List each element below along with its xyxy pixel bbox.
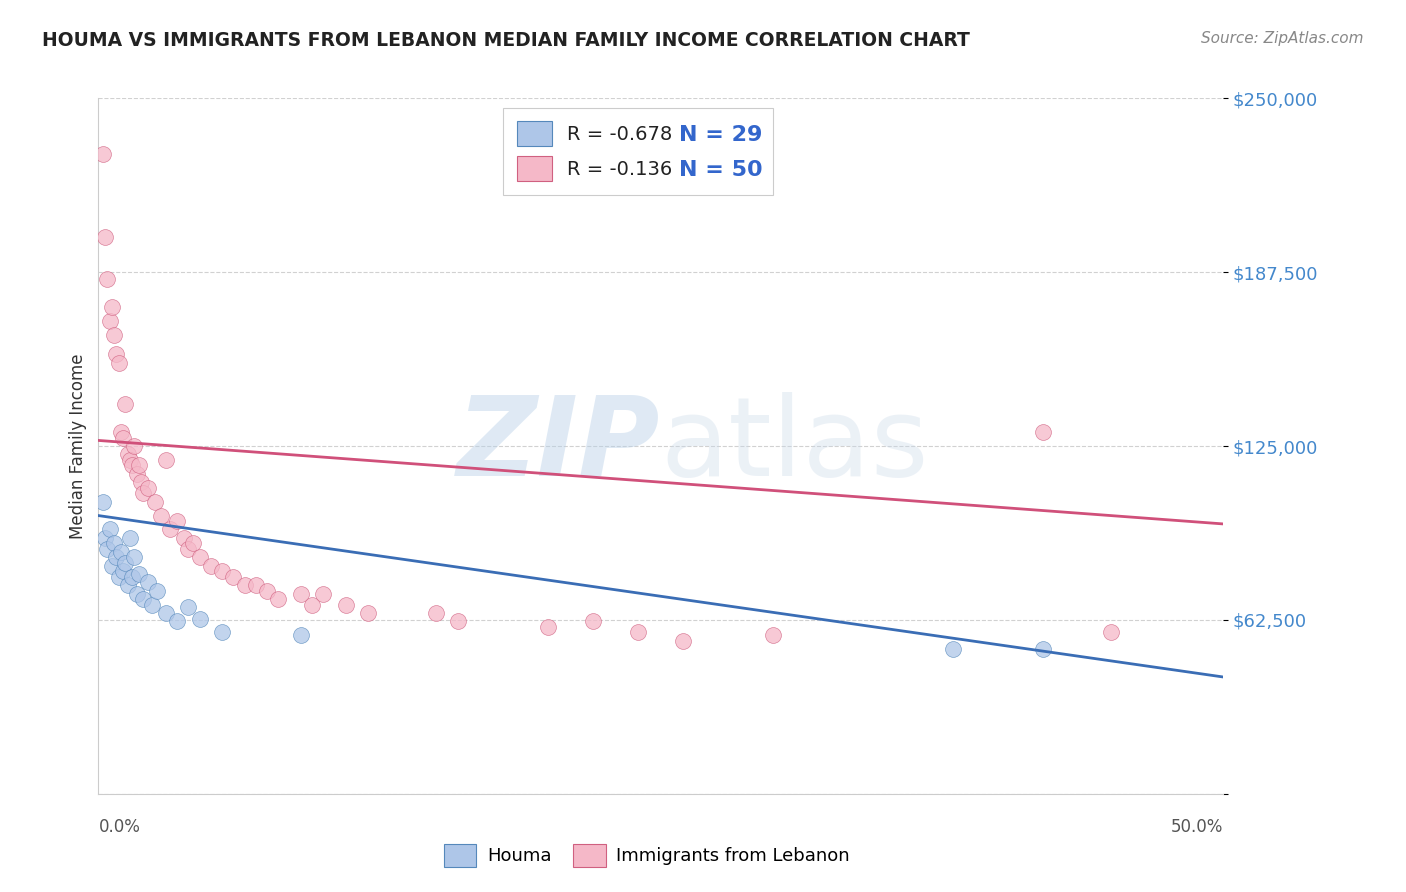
Point bbox=[91, 494, 114, 508]
Point bbox=[155, 453, 177, 467]
Point bbox=[118, 531, 141, 545]
Point bbox=[312, 586, 335, 600]
Text: atlas: atlas bbox=[661, 392, 929, 500]
Point bbox=[136, 481, 159, 495]
Point bbox=[121, 570, 143, 584]
Point bbox=[188, 550, 211, 565]
Point bbox=[132, 592, 155, 607]
Point bbox=[107, 570, 129, 584]
Point bbox=[132, 486, 155, 500]
Point bbox=[177, 541, 200, 556]
Y-axis label: Median Family Income: Median Family Income bbox=[69, 353, 87, 539]
Point bbox=[290, 586, 312, 600]
Point bbox=[1099, 625, 1122, 640]
Point bbox=[335, 598, 357, 612]
Point bbox=[121, 458, 143, 473]
Point bbox=[357, 606, 380, 620]
Point bbox=[114, 397, 136, 411]
Point bbox=[96, 541, 118, 556]
Point bbox=[166, 514, 188, 528]
Point bbox=[582, 615, 605, 629]
Point bbox=[112, 431, 135, 445]
Point bbox=[150, 508, 173, 523]
Point bbox=[128, 567, 150, 582]
Point bbox=[128, 458, 150, 473]
Point bbox=[181, 536, 204, 550]
Text: N = 50: N = 50 bbox=[679, 160, 762, 179]
Point bbox=[290, 628, 312, 642]
Point bbox=[200, 558, 222, 573]
Text: 50.0%: 50.0% bbox=[1171, 818, 1223, 836]
Point bbox=[141, 598, 163, 612]
Point bbox=[672, 633, 695, 648]
Text: ZIP: ZIP bbox=[457, 392, 661, 500]
Point bbox=[256, 583, 278, 598]
Point bbox=[267, 592, 290, 607]
Point bbox=[166, 615, 188, 629]
Point bbox=[245, 578, 267, 592]
Point bbox=[101, 558, 124, 573]
Point bbox=[136, 575, 159, 590]
Text: HOUMA VS IMMIGRANTS FROM LEBANON MEDIAN FAMILY INCOME CORRELATION CHART: HOUMA VS IMMIGRANTS FROM LEBANON MEDIAN … bbox=[42, 31, 970, 50]
Text: R = -0.136: R = -0.136 bbox=[568, 160, 692, 179]
Point bbox=[98, 314, 121, 328]
Text: 0.0%: 0.0% bbox=[98, 818, 141, 836]
Point bbox=[98, 523, 121, 537]
Point bbox=[146, 583, 169, 598]
Point bbox=[447, 615, 470, 629]
Point bbox=[103, 536, 125, 550]
Point bbox=[143, 494, 166, 508]
Point bbox=[129, 475, 152, 490]
Point bbox=[125, 467, 148, 481]
Text: R = -0.678: R = -0.678 bbox=[568, 125, 692, 145]
Point bbox=[177, 600, 200, 615]
Point bbox=[233, 578, 256, 592]
Point bbox=[124, 550, 146, 565]
Point bbox=[101, 300, 124, 314]
Point bbox=[222, 570, 245, 584]
Point bbox=[159, 523, 181, 537]
Point bbox=[942, 642, 965, 657]
Point bbox=[117, 578, 139, 592]
Point bbox=[103, 327, 125, 342]
Point bbox=[762, 628, 785, 642]
Point bbox=[105, 550, 128, 565]
Point bbox=[211, 564, 233, 578]
Point bbox=[110, 425, 132, 439]
Point bbox=[118, 453, 141, 467]
Point bbox=[211, 625, 233, 640]
Point bbox=[96, 272, 118, 286]
Point bbox=[173, 531, 195, 545]
Point bbox=[155, 606, 177, 620]
Point bbox=[107, 355, 129, 369]
Point bbox=[94, 531, 117, 545]
Text: N = 29: N = 29 bbox=[679, 125, 762, 145]
Point bbox=[537, 620, 560, 634]
Point bbox=[91, 146, 114, 161]
Legend: Houma, Immigrants from Lebanon: Houma, Immigrants from Lebanon bbox=[436, 837, 858, 874]
Point bbox=[188, 611, 211, 625]
Point bbox=[1032, 642, 1054, 657]
Point bbox=[112, 564, 135, 578]
Point bbox=[114, 556, 136, 570]
Text: Source: ZipAtlas.com: Source: ZipAtlas.com bbox=[1201, 31, 1364, 46]
Point bbox=[94, 230, 117, 244]
Point bbox=[124, 439, 146, 453]
Point bbox=[301, 598, 323, 612]
Point bbox=[425, 606, 447, 620]
Point bbox=[110, 545, 132, 559]
Point bbox=[1032, 425, 1054, 439]
Point bbox=[117, 447, 139, 461]
Point bbox=[125, 586, 148, 600]
Point bbox=[627, 625, 650, 640]
Point bbox=[105, 347, 128, 361]
Legend: R = -0.678   N = 29, R = -0.136   N = 50: R = -0.678 N = 29, R = -0.136 N = 50 bbox=[503, 108, 773, 194]
